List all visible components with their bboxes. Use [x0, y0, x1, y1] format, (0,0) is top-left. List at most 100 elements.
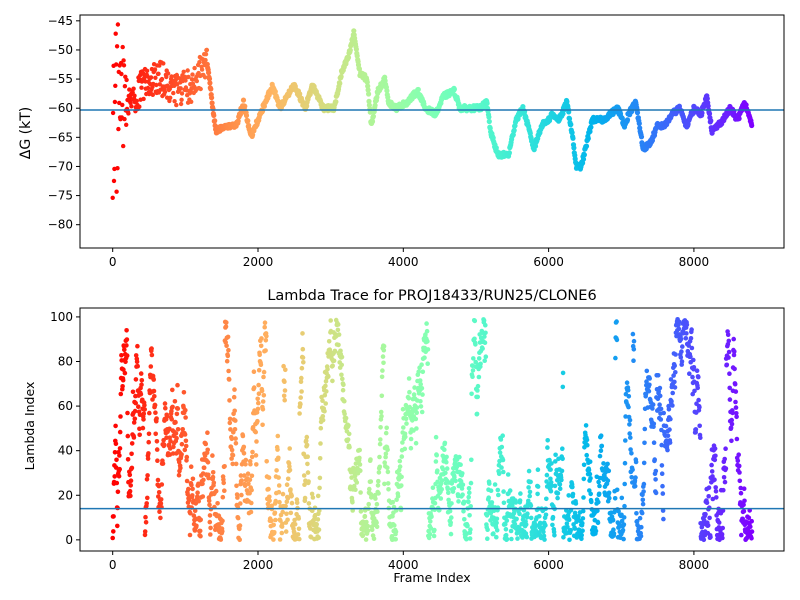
delta-g-point — [194, 78, 199, 84]
lambda-point — [182, 447, 188, 453]
delta-g-point — [137, 104, 142, 109]
lambda-point — [184, 478, 190, 484]
lambda-point — [475, 388, 480, 393]
lambda-point — [676, 326, 682, 332]
lambda-point — [420, 369, 426, 375]
lambda-point — [460, 471, 465, 476]
lambda-point — [288, 487, 293, 492]
lambda-point — [523, 522, 529, 527]
delta-g-y-ticks: −80 −75 −70 −65 −60 −55 −50 −45 — [48, 14, 80, 232]
lambda-point — [468, 527, 473, 532]
lambda-point — [566, 517, 572, 522]
delta-g-point — [250, 132, 256, 138]
lambda-point — [180, 427, 185, 432]
lambda-point — [300, 346, 306, 352]
lambda-point — [508, 528, 514, 534]
lambda-point — [220, 529, 225, 534]
lambda-point — [528, 503, 534, 509]
lambda-point — [658, 406, 664, 412]
lambda-point — [144, 501, 149, 506]
lambda-point — [114, 480, 120, 486]
lambda-x-tick-label: 4000 — [388, 558, 419, 572]
lambda-point — [117, 466, 122, 472]
delta-g-point — [134, 98, 139, 104]
delta-g-point — [154, 82, 159, 88]
lambda-point — [385, 447, 390, 453]
lambda-point — [469, 391, 474, 397]
lambda-point — [746, 515, 752, 521]
lambda-point — [118, 414, 123, 419]
lambda-point — [475, 383, 481, 389]
lambda-point — [253, 429, 258, 435]
lambda-point — [239, 478, 244, 483]
lambda-point — [660, 491, 666, 496]
delta-g-point — [297, 91, 303, 97]
lambda-point — [435, 479, 440, 485]
lambda-point — [527, 489, 533, 495]
lambda-point — [272, 530, 277, 535]
lambda-point — [237, 523, 243, 528]
lambda-point — [305, 470, 311, 475]
lambda-point — [125, 410, 130, 416]
lambda-point — [138, 371, 144, 376]
lambda-point — [276, 489, 282, 495]
lambda-point — [580, 520, 585, 526]
lambda-point — [315, 493, 321, 499]
lambda-point — [140, 425, 146, 431]
lambda-ylabel: Lambda Index — [22, 382, 37, 471]
delta-g-point — [486, 118, 492, 125]
lambda-point — [691, 357, 696, 363]
lambda-point — [267, 498, 272, 504]
lambda-point — [641, 489, 646, 494]
lambda-point — [310, 508, 315, 513]
delta-g-y-tick-label: −80 — [48, 218, 73, 232]
lambda-point — [181, 390, 187, 395]
lambda-point — [653, 490, 659, 496]
lambda-point — [518, 491, 523, 496]
delta-g-point — [171, 90, 176, 96]
lambda-point — [316, 527, 322, 532]
lambda-point — [158, 515, 163, 521]
lambda-point — [340, 387, 346, 393]
lambda-point — [548, 467, 553, 472]
lambda-point — [670, 390, 675, 396]
lambda-point — [347, 445, 352, 450]
lambda-x-ticks: 0 2000 4000 6000 8000 — [109, 551, 709, 572]
lambda-y-tick-label: 0 — [65, 533, 73, 547]
lambda-point — [365, 528, 371, 533]
lambda-point — [742, 498, 747, 504]
lambda-point — [694, 368, 700, 374]
lambda-point — [691, 365, 697, 370]
lambda-y-tick-label: 100 — [50, 310, 73, 324]
lambda-point — [672, 379, 677, 385]
lambda-point — [627, 431, 632, 436]
lambda-point — [151, 388, 157, 394]
lambda-point — [581, 462, 587, 468]
lambda-point — [228, 427, 233, 432]
lambda-point — [127, 488, 133, 494]
lambda-point — [573, 501, 579, 506]
lambda-point — [154, 439, 160, 444]
lambda-point — [543, 523, 548, 528]
lambda-point — [486, 495, 492, 501]
lambda-point — [696, 397, 701, 403]
lambda-point — [341, 382, 346, 388]
lambda-point — [684, 322, 690, 328]
lambda-point — [559, 477, 564, 483]
lambda-point — [509, 536, 514, 542]
lambda-point — [289, 493, 295, 499]
delta-g-point — [112, 99, 118, 105]
lambda-point — [247, 477, 253, 483]
lambda-point — [281, 393, 287, 399]
lambda-point — [230, 452, 236, 458]
lambda-point — [292, 522, 298, 527]
lambda-point — [420, 392, 425, 397]
lambda-point — [259, 336, 264, 341]
delta-g-point — [337, 80, 343, 86]
lambda-point — [689, 345, 695, 351]
delta-g-point — [566, 116, 573, 122]
lambda-point — [660, 508, 666, 513]
lambda-point — [234, 483, 239, 489]
lambda-point — [580, 508, 586, 514]
lambda-point — [532, 523, 538, 528]
